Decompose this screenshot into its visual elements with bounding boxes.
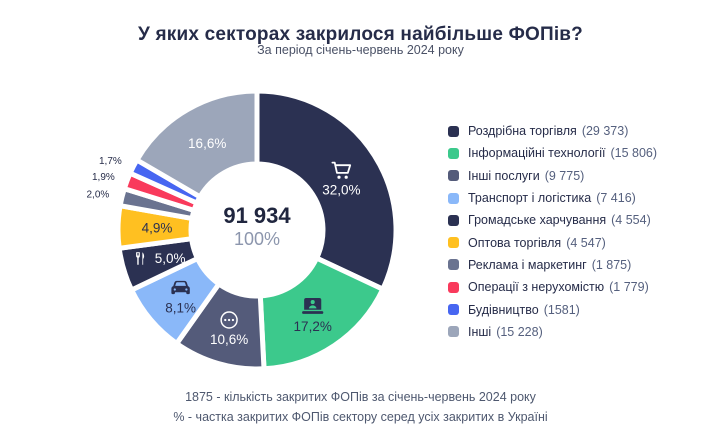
- chart-title: У яких секторах закрилося найбільше ФОПі…: [138, 23, 583, 45]
- legend-swatch: [448, 147, 459, 159]
- legend-label: Інформаційні технології: [468, 146, 606, 161]
- legend-item-8: Будівництво (1581): [448, 298, 657, 320]
- legend-label: Транспорт і логістика: [468, 191, 592, 206]
- center-total: 91 934: [223, 203, 291, 228]
- legend-count: (15 228): [496, 324, 543, 339]
- legend-count: (4 547): [566, 235, 606, 250]
- slice-label-6: 2,0%: [87, 190, 110, 201]
- slice-label-7: 1,9%: [92, 172, 115, 183]
- legend-count: (7 416): [596, 191, 636, 206]
- center-percent: 100%: [234, 229, 280, 249]
- slice-label-8: 1,7%: [99, 156, 122, 167]
- legend: Роздрібна торгівля (29 373) Інформаційні т…: [448, 120, 657, 343]
- legend-label: Громадське харчування: [468, 213, 607, 228]
- legend-swatch: [448, 125, 459, 137]
- legend-count: (15 806): [610, 146, 658, 161]
- legend-count: (29 373): [581, 124, 629, 139]
- slice-label-1: 17,2%: [294, 319, 332, 334]
- legend-item-6: Реклама і маркетинг (1 875): [448, 254, 657, 276]
- legend-item-9: Інші (15 228): [448, 321, 657, 343]
- slice-label-2: 10,6%: [210, 332, 248, 347]
- donut-svg: 32,0% 17,2% 10,6% 8,1% 5,0% 4,9% 2,0% 1,9% 1,7% 1…: [87, 88, 399, 372]
- legend-count: (9 775): [544, 168, 585, 183]
- legend-swatch: [448, 281, 459, 293]
- slice-label-4: 5,0%: [155, 251, 186, 266]
- legend-count: (1 779): [609, 280, 649, 295]
- legend-label: Інші: [468, 324, 492, 339]
- legend-count: (4 554): [611, 213, 651, 228]
- slice-label-0: 32,0%: [322, 182, 360, 197]
- legend-count: (1 875): [591, 257, 632, 272]
- legend-swatch: [448, 192, 459, 204]
- slice-label-9: 16,6%: [188, 136, 226, 151]
- legend-swatch: [448, 170, 459, 182]
- legend-label: Роздрібна торгівля: [468, 124, 577, 139]
- slice-9: [134, 88, 260, 200]
- legend-label: Реклама і маркетинг: [468, 257, 587, 272]
- slice-label-3: 8,1%: [165, 301, 196, 316]
- legend-swatch: [448, 214, 459, 226]
- footnote-percent-note: % - частка закритих ФОПів сектору серед …: [173, 410, 548, 424]
- legend-swatch: [448, 237, 459, 249]
- legend-label: Будівництво: [468, 302, 539, 317]
- legend-swatch: [448, 259, 459, 271]
- legend-item-5: Оптова торгівля (4 547): [448, 231, 657, 253]
- legend-item-7: Операції з нерухомістю (1 779): [448, 276, 657, 298]
- legend-label: Оптова торгівля: [468, 235, 562, 250]
- legend-item-3: Транспорт і логістика (7 416): [448, 187, 657, 209]
- legend-label: Інші послуги: [468, 168, 540, 183]
- legend-swatch: [448, 304, 459, 316]
- slice-0: [254, 88, 399, 292]
- legend-swatch: [448, 326, 459, 338]
- legend-count: (1581): [543, 302, 580, 317]
- chart-subtitle: За період січень-червень 2024 року: [257, 43, 464, 57]
- footnote-count-note: 1875 - кількість закритих ФОПів за січен…: [185, 390, 536, 404]
- footnotes: 1875 - кількість закритих ФОПів за січен…: [0, 387, 721, 427]
- legend-item-4: Громадське харчування (4 554): [448, 209, 657, 231]
- legend-item-2: Інші послуги (9 775): [448, 165, 657, 187]
- slice-label-5: 4,9%: [142, 220, 173, 235]
- legend-item-0: Роздрібна торгівля (29 373): [448, 120, 657, 142]
- legend-item-1: Інформаційні технології (15 806): [448, 142, 657, 164]
- legend-label: Операції з нерухомістю: [468, 280, 605, 295]
